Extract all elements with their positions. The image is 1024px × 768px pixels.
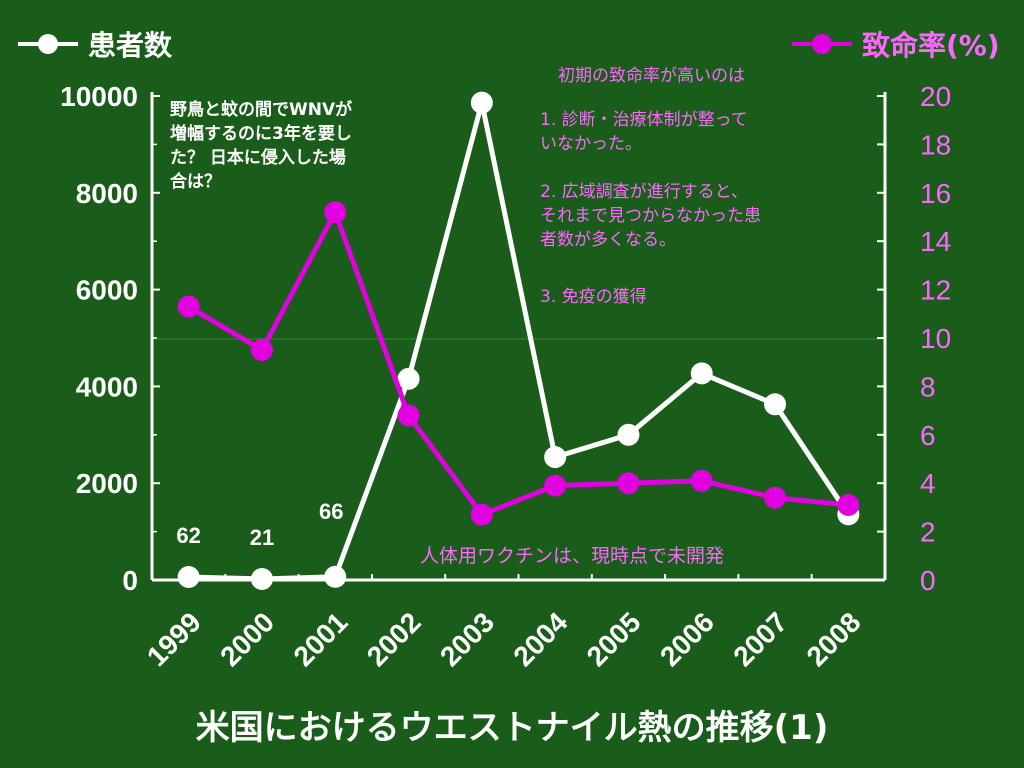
patients-point	[177, 565, 200, 588]
fatality-series-line	[187, 209, 849, 518]
legend-patients-label: 患者数	[88, 29, 173, 62]
fatality-point	[470, 503, 493, 526]
fatality-point	[397, 404, 420, 427]
legend-fatality-label: 致命率(%)	[862, 29, 1000, 62]
y-left-tick-label: 10000	[60, 81, 138, 112]
annotation-right-point-2: 2. 広域調査が進行すると、 それまで見つからなかった患 者数が多くなる。	[540, 182, 761, 250]
x-tick-label: 2001	[288, 606, 354, 672]
patients-point	[690, 362, 713, 385]
annotation-bottom-note: 人体用ワクチンは、現時点で未開発	[420, 545, 725, 567]
x-tick-label: 2008	[801, 606, 867, 672]
patients-point	[470, 91, 493, 114]
y-right-tick-label: 8	[920, 371, 936, 402]
y-right-tick-label: 14	[920, 226, 951, 257]
x-tick-label: 2006	[654, 606, 720, 672]
fatality-point	[617, 472, 640, 495]
patients-point	[544, 446, 567, 469]
y-right-tick-label: 0	[920, 565, 936, 596]
y-right-tick-label: 20	[920, 81, 951, 112]
fatality-point	[324, 201, 347, 224]
patients-point	[397, 367, 420, 390]
patients-point	[324, 565, 347, 588]
y-right-tick-label: 12	[920, 275, 951, 306]
x-tick-label: 2004	[507, 606, 573, 672]
annotation-right-point-1: 1. 診断・治療体制が整って いなかった。	[540, 110, 748, 154]
y-right-tick-label: 18	[920, 129, 951, 160]
legend-patients: 患者数	[18, 24, 172, 64]
x-tick-label: 2007	[727, 606, 793, 672]
fatality-point	[690, 469, 713, 492]
y-left-tick-label: 2000	[76, 468, 138, 499]
patients-data-label: 66	[319, 499, 343, 524]
x-tick-label: 2005	[581, 606, 647, 672]
patients-point	[617, 423, 640, 446]
y-right-tick-label: 10	[920, 323, 951, 354]
x-tick-label: 2002	[361, 606, 427, 672]
y-left-tick-label: 8000	[76, 178, 138, 209]
patients-series-line	[188, 100, 851, 582]
fatality-point	[837, 493, 860, 516]
fatality-point	[177, 295, 200, 318]
y-right-tick-label: 16	[920, 178, 951, 209]
fatality-point	[250, 339, 273, 362]
x-tick-label: 2003	[434, 606, 500, 672]
annotation-right-point-3: 3. 免疫の獲得	[540, 287, 647, 307]
legend-fatality-marker	[792, 32, 852, 56]
patients-data-label: 21	[250, 525, 274, 550]
annotation-left-note: 野鳥と蚊の間でWNVが 増幅するのに3年を要し た？ 日本に侵入した場 合は？	[170, 100, 353, 192]
patients-data-label: 62	[176, 523, 200, 548]
chart-title: 米国におけるウエストナイル熱の推移(1)	[195, 708, 829, 748]
y-left-tick-label: 6000	[76, 275, 138, 306]
patients-point	[764, 393, 787, 416]
fatality-point	[544, 474, 567, 497]
y-left-tick-label: 4000	[76, 371, 138, 402]
y-right-tick-label: 2	[920, 517, 936, 548]
fatality-point	[764, 486, 787, 509]
y-right-tick-label: 4	[920, 468, 936, 499]
annotation-right-title: 初期の致命率が高いのは	[558, 66, 745, 86]
patients-point	[250, 567, 273, 590]
legend-fatality: 致命率(%)	[792, 24, 1000, 64]
legend-patients-marker	[18, 32, 78, 56]
x-tick-label: 2000	[214, 606, 280, 672]
y-left-tick-label: 0	[122, 565, 138, 596]
y-right-tick-label: 6	[920, 420, 936, 451]
x-tick-label: 1999	[141, 606, 207, 672]
